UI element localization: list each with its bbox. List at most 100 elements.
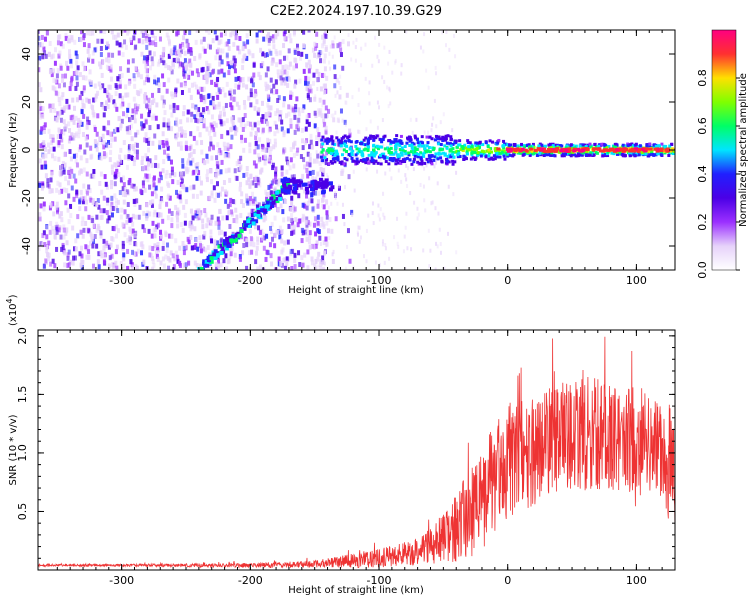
spectrogram-noise-cell [227,258,231,264]
spectrogram-noise-cell [87,184,91,190]
spectrogram-noise-cell [52,77,56,83]
spectrogram-carrier-cell [376,161,380,165]
spectrogram-speckle-cell [382,144,385,149]
spectrogram-noise-cell [155,224,159,230]
spectrogram-noise-cell [242,100,246,106]
spectrogram-speckle-cell [359,235,362,240]
spectrogram-noise-cell [99,45,103,51]
spectrogram-carrier-cell [636,144,640,148]
spectrogram-noise-cell [78,197,82,203]
spectrogram-carrier-cell [654,144,658,148]
spectrogram-noise-cell [106,92,110,98]
colorbar-tick-label: 0.8 [696,69,709,87]
spectrogram-noise-cell [89,197,93,203]
spectrogram-noise-cell [289,146,293,152]
spectrogram-noise-cell [267,110,271,116]
spectrogram-noise-cell [269,146,273,152]
spectrogram-noise-cell [280,262,284,268]
spectrogram-noise-cell [38,246,41,252]
spectrogram-noise-cell [139,88,143,94]
colorbar-tick-label: 0.6 [696,117,709,135]
spectrogram-noise-cell [75,97,79,103]
spectrogram-carrier-cell [377,155,381,159]
spectrogram-noise-cell [134,102,138,108]
spectrogram-noise-cell [217,263,221,269]
spectrogram-carrier-cell [548,142,552,146]
spectrogram-noise-cell [315,141,319,147]
spectrogram-noise-cell [179,61,183,67]
spectrogram-noise-cell [121,111,125,117]
spectrogram-speckle-cell [346,244,349,249]
spectrogram-carrier-cell [457,149,461,153]
spectrogram-noise-cell [56,68,60,74]
spectrogram-noise-cell [158,36,162,42]
spectrogram-noise-cell [118,83,122,89]
spectrogram-noise-cell [205,79,209,85]
spectrogram-noise-cell [67,35,71,41]
spectrogram-noise-cell [175,117,179,123]
spectrogram-noise-cell [134,65,138,71]
y-tick-label: -40 [20,237,33,255]
spectrogram-carrier-cell [355,147,359,151]
spectrogram-noise-cell [165,140,169,146]
spectrogram-noise-cell [101,59,105,65]
spectrogram-noise-cell [215,82,219,88]
spectrogram-noise-cell [313,52,317,58]
spectrogram-carrier-peak [659,147,664,151]
spectrogram-noise-cell [311,260,315,266]
spectrogram-speckle-cell [360,46,363,51]
spectrogram-carrier-cell [538,142,542,146]
spectrogram-noise-cell [182,250,186,256]
spectrogram-carrier-cell [587,144,591,148]
spectrogram-noise-cell [226,146,230,152]
spectrogram-carrier-cell [492,154,496,158]
spectrogram-noise-cell [345,92,349,98]
spectrogram-noise-cell [296,222,300,228]
spectrogram-noise-cell [297,51,301,57]
spectrogram-noise-cell [191,157,195,163]
spectrogram-y-label: Frequency (Hz) [8,112,19,188]
spectrogram-noise-cell [183,130,187,136]
spectrogram-noise-cell [322,58,326,64]
spectrogram-noise-cell [88,173,92,179]
spectrogram-noise-cell [102,208,106,214]
spectrogram-noise-cell [77,170,81,176]
spectrogram-carrier-cell [392,156,396,160]
spectrogram-noise-cell [178,190,182,196]
spectrogram-speckle-cell [405,163,408,168]
spectrogram-carrier-cell [614,142,618,146]
spectrogram-noise-cell [214,55,218,61]
spectrogram-noise-cell [241,203,245,209]
spectrogram-noise-cell [182,245,186,251]
spectrogram-noise-cell [279,110,283,116]
spectrogram-noise-cell [202,123,206,129]
spectrogram-noise-cell [269,190,273,196]
spectrogram-noise-cell [44,153,48,159]
spectrogram-noise-cell [334,216,338,222]
spectrogram-carrier-cell [356,151,360,155]
spectrogram-noise-cell [47,51,51,57]
spectrogram-noise-cell [127,235,131,241]
spectrogram-noise-cell [122,139,126,145]
spectrogram-carrier-cell [512,153,516,157]
spectrogram-speckle-cell [334,191,337,196]
spectrogram-noise-cell [175,254,179,260]
spectrogram-carrier-cell [342,148,346,152]
spectrogram-speckle-cell [336,201,339,206]
spectrogram-carrier-cell [626,144,630,148]
spectrogram-speckle-cell [396,216,399,221]
spectrogram-noise-cell [155,102,159,108]
spectrogram-noise-cell [292,30,296,35]
spectrogram-streak-cell [308,184,313,189]
spectrogram-noise-cell [42,140,46,146]
spectrogram-noise-cell [67,104,71,110]
spectrogram-noise-cell [240,77,244,83]
spectrogram-noise-cell [158,199,162,205]
spectrogram-speckle-cell [422,184,425,189]
spectrogram-noise-cell [301,202,305,208]
spectrogram-noise-cell [150,233,154,239]
spectrogram-carrier-cell [672,150,675,154]
spectrogram-noise-cell [115,244,119,250]
spectrogram-noise-cell [305,114,309,120]
spectrogram-speckle-cell [400,71,403,76]
